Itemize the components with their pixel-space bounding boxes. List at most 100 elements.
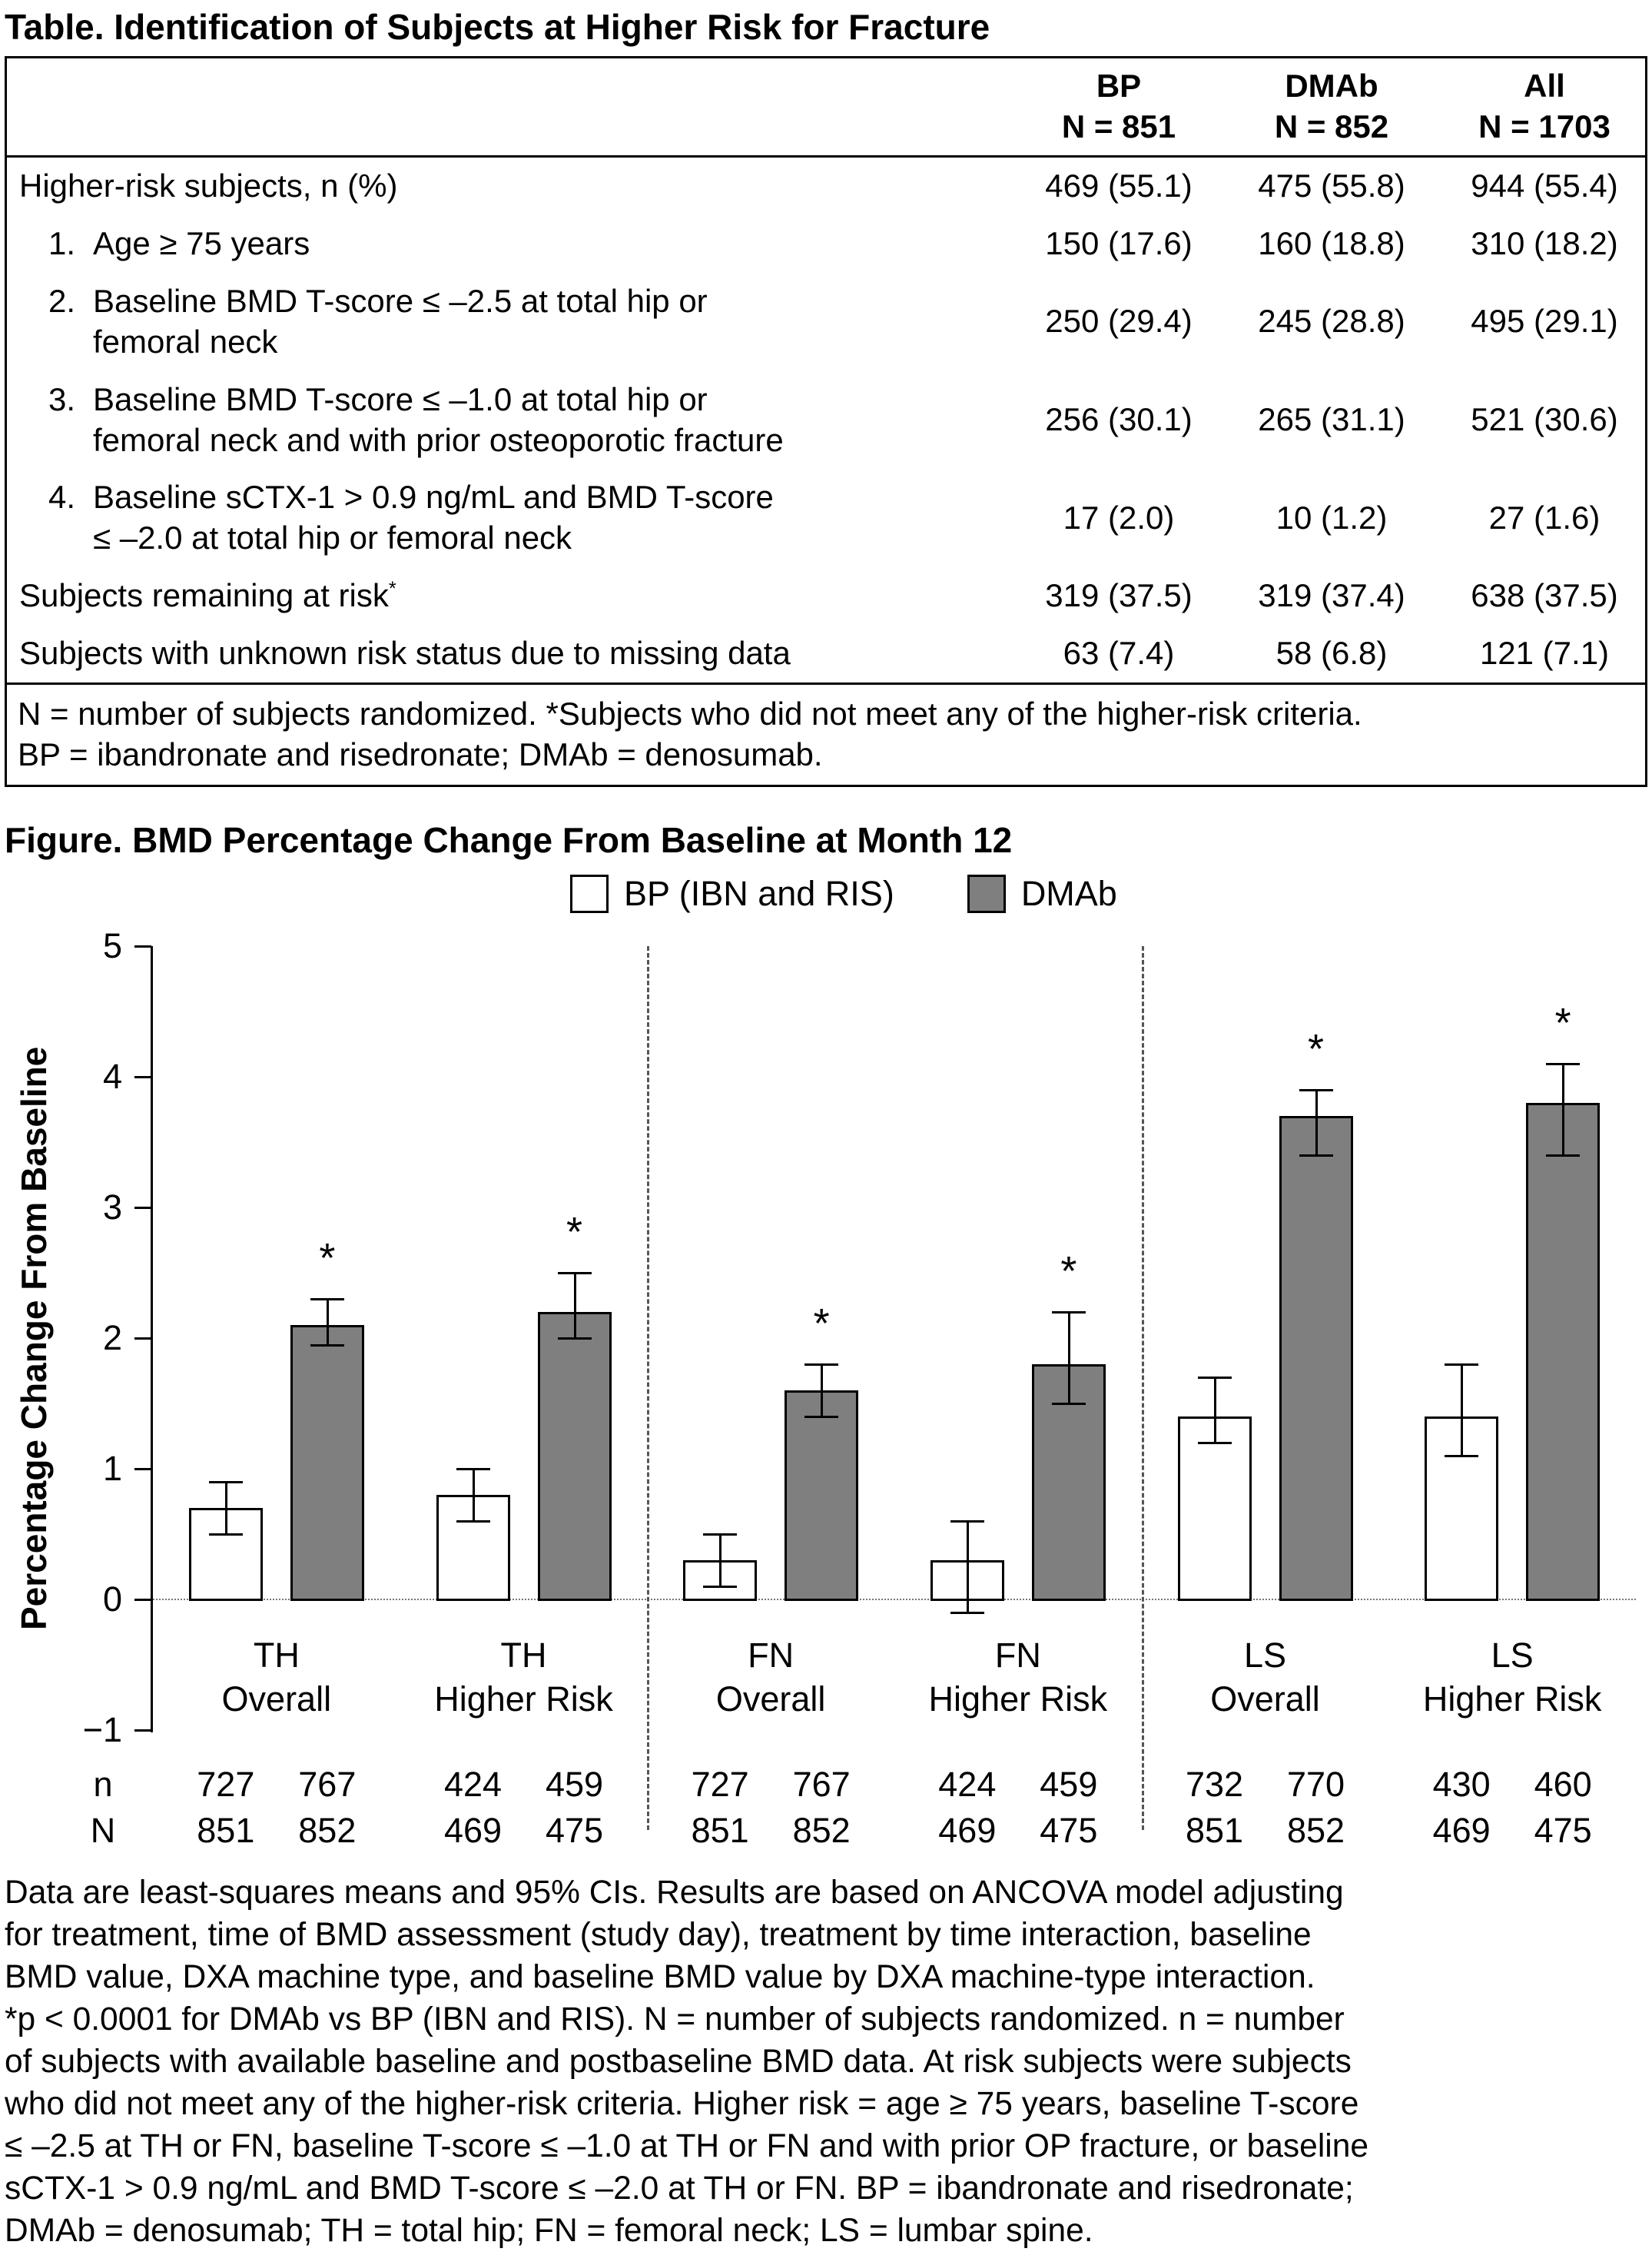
count-row-label: n xyxy=(93,1765,113,1805)
error-bar xyxy=(1213,1377,1216,1443)
bar-dmab xyxy=(1279,1116,1353,1602)
category-label: FN Overall xyxy=(715,1636,826,1719)
row-value: 150 (17.6) xyxy=(1045,224,1193,261)
col-header-all-label: All xyxy=(1524,68,1565,105)
legend-swatch-dmab xyxy=(967,875,1006,914)
count-value: 469 xyxy=(1432,1811,1491,1851)
legend-item-dmab: DMAb xyxy=(967,874,1117,914)
count-value: 851 xyxy=(197,1811,255,1851)
table-row: Subjects remaining at risk* 319 (37.5) 319… xyxy=(7,567,1645,625)
table-footnote: N = number of subjects randomized. *Subj… xyxy=(7,682,1645,785)
error-cap-top xyxy=(208,1481,243,1484)
y-tick-label: 0 xyxy=(102,1579,122,1619)
error-cap-top xyxy=(1197,1377,1232,1380)
col-header-all: All N = 1703 xyxy=(1444,66,1645,148)
row-label: Higher-risk subjects, n (%) xyxy=(7,166,1018,207)
bar-dmab xyxy=(1526,1103,1601,1602)
legend-swatch-bp xyxy=(570,875,609,914)
row-value: 469 (55.1) xyxy=(1045,168,1193,204)
row-label-text: Baseline BMD T-score ≤ –2.5 at total hip… xyxy=(93,282,708,360)
row-number: 3. xyxy=(48,380,76,417)
row-number: 1. xyxy=(48,224,76,261)
count-value: 424 xyxy=(938,1765,997,1805)
row-value: 27 (1.6) xyxy=(1488,499,1601,536)
significance-star: * xyxy=(566,1209,582,1256)
figure-title: Figure. BMD Percentage Change From Basel… xyxy=(5,819,1013,860)
error-bar xyxy=(573,1273,576,1339)
table-header-row: BP N = 851 DMAb N = 852 All N = 1703 xyxy=(7,58,1645,158)
table-row: 3. Baseline BMD T-score ≤ –1.0 at total h… xyxy=(7,371,1645,470)
category-label: TH Higher Risk xyxy=(434,1636,613,1719)
y-tick xyxy=(134,1599,151,1602)
legend-label-bp: BP (IBN and RIS) xyxy=(624,874,894,914)
error-cap-bottom xyxy=(804,1416,839,1419)
significance-star: * xyxy=(813,1300,830,1347)
row-label-text: Baseline BMD T-score ≤ –1.0 at total hip… xyxy=(93,380,784,458)
error-bar xyxy=(1315,1090,1318,1156)
chart-canvas: BP (IBN and RIS) DMAb Percentage Change … xyxy=(3,869,1649,1861)
bar-bp xyxy=(1177,1416,1252,1602)
legend-item-bp: BP (IBN and RIS) xyxy=(570,874,894,914)
significance-star: * xyxy=(1060,1248,1077,1295)
row-value: 58 (6.8) xyxy=(1275,635,1388,672)
count-value: 851 xyxy=(691,1811,749,1851)
row-value: 944 (55.4) xyxy=(1471,168,1618,204)
count-value: 851 xyxy=(1185,1811,1244,1851)
row-value: 245 (28.8) xyxy=(1258,303,1405,340)
error-cap-bottom xyxy=(1546,1154,1581,1157)
row-label: Subjects with unknown risk status due to… xyxy=(7,633,1018,674)
count-value: 727 xyxy=(197,1765,255,1805)
y-tick xyxy=(134,1729,151,1732)
col-header-all-n: N = 1703 xyxy=(1478,108,1611,145)
category-label: TH Overall xyxy=(221,1636,332,1719)
row-label: 1. Age ≥ 75 years xyxy=(7,224,1018,264)
row-value: 250 (29.4) xyxy=(1045,303,1193,340)
table-title: Table. Identification of Subjects at Hig… xyxy=(5,7,990,47)
count-value: 424 xyxy=(443,1765,503,1805)
row-label: 4. Baseline sCTX-1 > 0.9 ng/mL and BMD T-… xyxy=(7,477,1018,559)
count-value: 852 xyxy=(792,1811,851,1851)
row-label: Subjects remaining at risk* xyxy=(7,576,1018,616)
legend-label-dmab: DMAb xyxy=(1020,874,1117,914)
y-tick xyxy=(134,1337,151,1340)
row-value: 495 (29.1) xyxy=(1471,303,1618,340)
count-value: 469 xyxy=(938,1811,997,1851)
significance-star: * xyxy=(319,1235,336,1282)
category-label: FN Higher Risk xyxy=(928,1636,1108,1719)
count-value: 469 xyxy=(443,1811,503,1851)
col-header-bp-n: N = 851 xyxy=(1061,108,1176,145)
error-cap-top xyxy=(950,1520,984,1523)
y-tick-label: 4 xyxy=(102,1057,122,1097)
count-value: 475 xyxy=(1534,1811,1592,1851)
col-header-bp: BP N = 851 xyxy=(1018,66,1219,148)
error-cap-bottom xyxy=(950,1612,984,1615)
error-cap-bottom xyxy=(1051,1403,1086,1406)
table-row: 4. Baseline sCTX-1 > 0.9 ng/mL and BMD T-… xyxy=(7,469,1645,567)
row-label-text: Higher-risk subjects, n (%) xyxy=(19,168,398,204)
row-label: 2. Baseline BMD T-score ≤ –2.5 at total h… xyxy=(7,281,1018,363)
group-separator xyxy=(1141,946,1144,1831)
risk-table-body: Higher-risk subjects, n (%) 469 (55.1) 475… xyxy=(7,158,1645,682)
error-bar xyxy=(1067,1312,1070,1404)
error-cap-bottom xyxy=(208,1533,243,1536)
category-label: LS Overall xyxy=(1210,1636,1320,1719)
error-bar xyxy=(326,1299,329,1345)
error-bar xyxy=(1461,1364,1464,1456)
y-tick xyxy=(134,945,151,948)
row-value: 63 (7.4) xyxy=(1063,635,1175,672)
table-row: Higher-risk subjects, n (%) 469 (55.1) 475… xyxy=(7,158,1645,215)
error-bar xyxy=(821,1364,824,1417)
risk-table: BP N = 851 DMAb N = 852 All N = 1703 Hig… xyxy=(5,56,1647,787)
error-cap-bottom xyxy=(1197,1442,1232,1445)
row-footnote-marker: * xyxy=(388,578,396,600)
chart-legend: BP (IBN and RIS) DMAb xyxy=(570,874,1117,914)
error-bar xyxy=(966,1521,969,1613)
error-cap-bottom xyxy=(703,1586,738,1589)
row-value: 319 (37.5) xyxy=(1045,577,1193,614)
error-cap-top xyxy=(804,1363,839,1367)
count-value: 430 xyxy=(1432,1765,1491,1805)
error-cap-bottom xyxy=(1299,1154,1333,1157)
col-header-dmab-n: N = 852 xyxy=(1274,108,1389,145)
error-bar xyxy=(472,1469,475,1522)
bar-bp xyxy=(1425,1416,1499,1602)
